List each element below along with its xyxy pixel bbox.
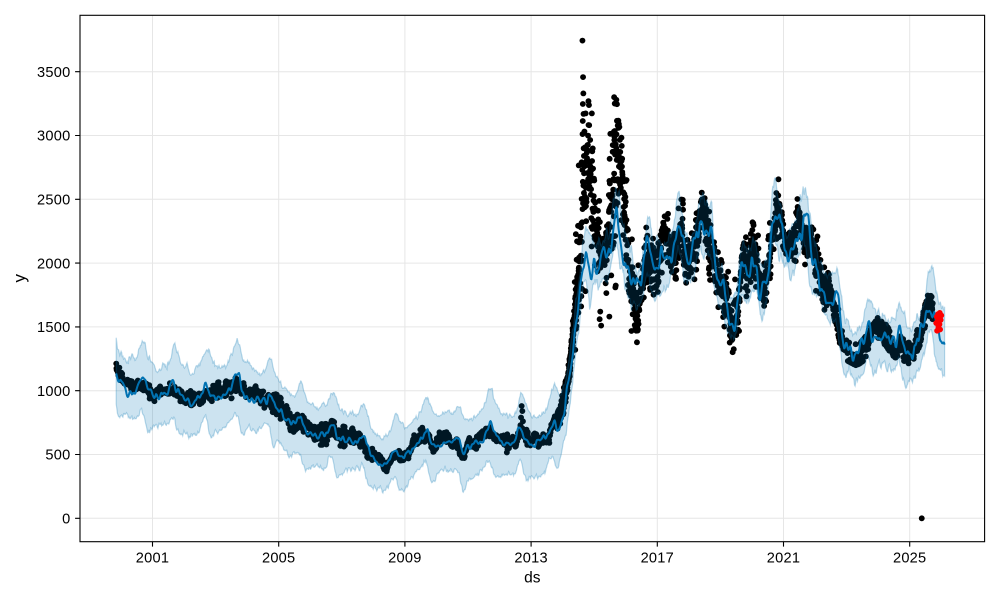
svg-text:2000: 2000 xyxy=(37,256,70,272)
svg-text:2009: 2009 xyxy=(388,551,421,567)
svg-text:2025: 2025 xyxy=(893,551,926,567)
svg-text:2013: 2013 xyxy=(514,551,547,567)
svg-text:2017: 2017 xyxy=(641,551,674,567)
svg-text:2500: 2500 xyxy=(37,193,70,209)
svg-text:ds: ds xyxy=(524,570,541,587)
svg-text:500: 500 xyxy=(45,448,70,464)
svg-text:1000: 1000 xyxy=(37,384,70,400)
svg-text:0: 0 xyxy=(62,512,70,528)
svg-text:2005: 2005 xyxy=(262,551,295,567)
svg-text:3500: 3500 xyxy=(37,65,70,81)
svg-text:1500: 1500 xyxy=(37,320,70,336)
svg-text:2001: 2001 xyxy=(136,551,169,567)
svg-text:2021: 2021 xyxy=(767,551,800,567)
svg-text:y: y xyxy=(10,274,29,283)
svg-text:3000: 3000 xyxy=(37,129,70,145)
